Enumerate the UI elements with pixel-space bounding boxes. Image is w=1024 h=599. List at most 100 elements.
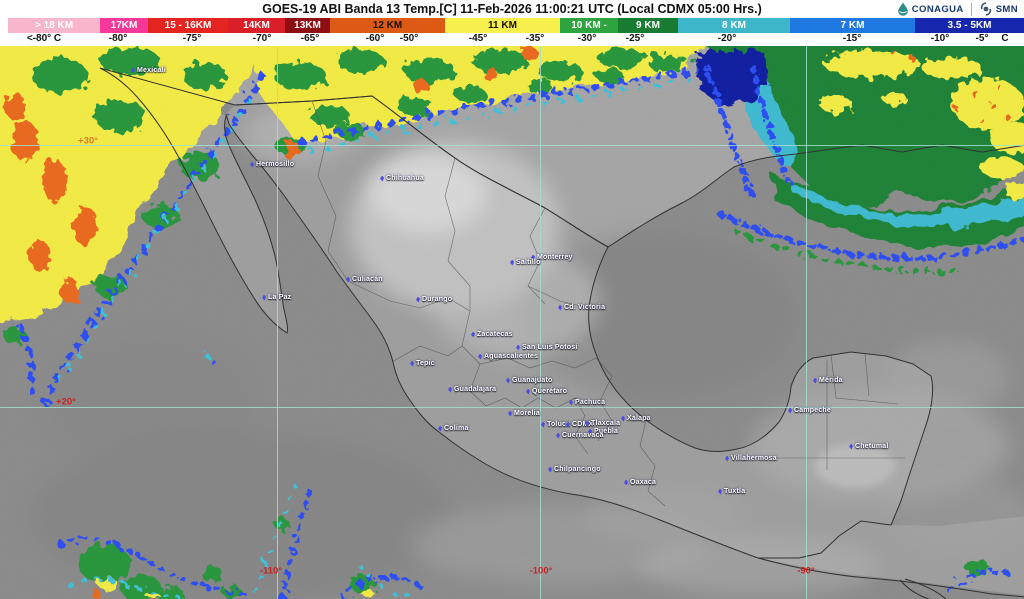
city-label: Cd. Victoria [558,304,605,311]
city-marker-icon [471,331,475,338]
scale-segment: 8 KM [678,18,790,33]
city-name: Zacatecas [477,331,513,338]
city-label: Xalapa [621,415,651,422]
scale-segment: 17KM [100,18,148,33]
city-marker-icon [250,161,254,168]
scale-segment: 10 KM - [560,18,618,33]
temperature-tick: -25° [625,33,645,44]
city-name: Toluca [547,421,571,428]
scale-segment: 12 KM [330,18,445,33]
city-marker-icon [849,443,853,450]
city-marker-icon [548,466,552,473]
city-name: Monterrey [537,254,573,261]
temperature-tick: -75° [182,33,202,44]
scale-segment: > 18 KM [8,18,100,33]
city-name: Cd. Victoria [564,304,606,311]
city-label: Saltillo [510,259,541,266]
scale-segment: 9 KM [618,18,678,33]
city-name: Hermosillo [256,161,295,168]
conagua-logo: CONAGUA [897,2,964,16]
city-label: Cuernavaca [556,432,604,439]
temperature-tick: -65° [300,33,320,44]
grid-line-vertical [540,46,541,599]
coordinate-label: +30° [78,135,98,147]
city-marker-icon [510,259,514,266]
temperature-tick: -50° [399,33,419,44]
city-name: San Luis Potosí [522,344,578,351]
city-marker-icon [516,344,520,351]
city-label: Querétaro [526,388,567,395]
grid-line-horizontal [0,145,1024,146]
hurricane-swirl-icon [980,2,991,16]
city-marker-icon [131,67,135,74]
temperature-tick: -20° [717,33,737,44]
city-marker-icon [541,421,545,428]
satellite-imagery [0,46,1024,599]
city-label: Aguascalientes [478,353,538,360]
city-name: Guadalajara [454,386,497,393]
city-label: Chilpancingo [548,466,601,473]
city-name: Oaxaca [630,479,657,486]
city-marker-icon [788,407,792,414]
city-marker-icon [508,410,512,417]
scale-segment: 7 KM [790,18,915,33]
city-marker-icon [621,415,625,422]
city-marker-icon [438,425,442,432]
temperature-tick: -35° [525,33,545,44]
temperature-tick: C [1001,33,1009,44]
city-marker-icon [566,421,570,428]
temperature-tick: -10° [930,33,950,44]
city-marker-icon [410,360,414,367]
city-marker-icon [478,353,482,360]
city-marker-icon [558,304,562,311]
city-label: Mexicali [131,67,166,74]
city-name: Saltillo [516,259,541,266]
city-label: Toluca [541,421,570,428]
city-name: Tepic [416,360,435,367]
coordinate-label: -100° [529,565,553,577]
city-label: Chetumal [849,443,889,450]
city-name: Mexicali [137,67,166,74]
city-name: La Paz [268,294,292,301]
city-marker-icon [624,479,628,486]
city-name: Pachuca [575,399,606,406]
temperature-tick: -5° [975,33,989,44]
city-marker-icon [262,294,266,301]
scale-temperature-row: <-80° C -80° -75° -70° -65° -60° -50° -45° -35° -… [0,33,1024,46]
scale-bar: > 18 KM 17KM 15 - 16KM 14KM 13KM 12 KM 11 KM 10… [0,18,1024,33]
temperature-tick: -30° [577,33,597,44]
city-name: Mérida [819,377,843,384]
city-marker-icon [718,488,722,495]
scale-segment: 15 - 16KM [148,18,228,33]
city-label: Villahermosa [725,455,777,462]
city-name: Culiacán [352,276,383,283]
agency-logos: CONAGUA SMN [897,2,1018,16]
city-label: Pachuca [569,399,605,406]
temperature-tick: -70° [252,33,272,44]
city-marker-icon [526,388,530,395]
city-name: Xalapa [627,415,651,422]
city-name: CDMX [572,421,594,428]
coordinate-label: -90° [797,565,815,577]
city-name: Chilpancingo [554,466,601,473]
city-name: Chetumal [855,443,889,450]
page-title: GOES-19 ABI Banda 13 Temp.[C] 11-Feb-202… [262,2,762,16]
grid-line-horizontal [0,407,1024,408]
city-marker-icon [531,254,535,261]
smn-logo: SMN [979,2,1018,16]
city-label: Zacatecas [471,331,513,338]
temperature-tick: -45° [468,33,488,44]
city-name: Villahermosa [731,455,777,462]
city-name: Colima [444,425,469,432]
temperature-tick: <-80° C [26,33,62,44]
scale-segment: 11 KM [445,18,560,33]
city-marker-icon [506,377,510,384]
city-marker-icon [380,175,384,182]
city-label: Culiacán [346,276,383,283]
scale-segment: 14KM [228,18,285,33]
coordinate-label: +20° [56,396,76,408]
city-name: Guanajuato [512,377,553,384]
city-label: Mérida [813,377,843,384]
city-marker-icon [725,455,729,462]
